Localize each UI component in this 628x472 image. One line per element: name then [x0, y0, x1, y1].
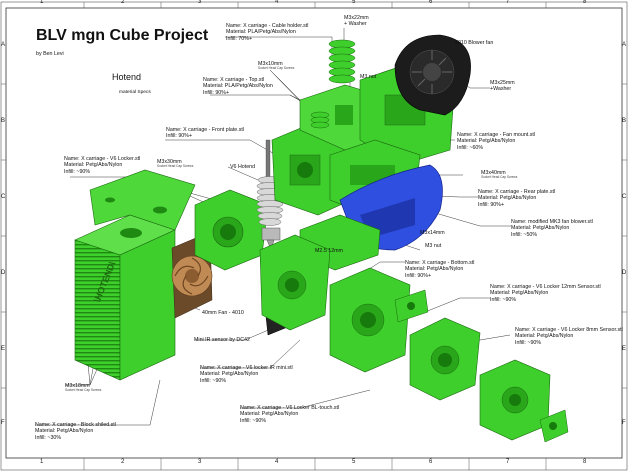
- ruler-bottom-7: 7: [506, 459, 510, 465]
- ruler-top-6: 6: [429, 0, 433, 5]
- label-m3-nut-top: M3 nut: [360, 74, 377, 80]
- label-m3x22: M3x22mm + Washer: [344, 15, 369, 28]
- section-title: Hotend: [112, 72, 142, 82]
- ruler-right-E: E: [622, 346, 627, 352]
- label-top: Name: X carriage - Top.stl Material: PLA/…: [203, 77, 273, 96]
- label-blower-fan: 5010 Blower fan: [455, 40, 494, 46]
- label-m3x40: M3x40mm Socket Head Cap Screws: [481, 170, 518, 180]
- ruler-left-C: C: [1, 194, 6, 200]
- ruler-right-F: F: [622, 420, 626, 426]
- ruler-bottom-6: 6: [429, 459, 433, 465]
- label-v6-hotend: V6 Hotend: [230, 164, 256, 170]
- label-cable-holder: Name: X carriage - Cable holder.stl Mater…: [226, 23, 309, 42]
- label-m3-nut-bottom: M3 nut: [425, 243, 442, 249]
- ruler-top-5: 5: [352, 0, 356, 5]
- inner-frame: [5, 7, 623, 459]
- label-fan-4010: 40mm Fan - 4010: [202, 310, 244, 316]
- blower-fan-5010-part: [394, 34, 471, 116]
- ruler-right-C: C: [622, 194, 627, 200]
- spring-upper: [328, 39, 356, 84]
- label-ir-sensor: Mini IR sensor by DC42: [194, 337, 250, 343]
- ruler-left-E: E: [1, 346, 6, 352]
- ruler-right-A: A: [622, 42, 627, 48]
- ruler-top-2: 2: [121, 0, 125, 5]
- page-title: BLV mgn Cube Project: [36, 27, 209, 44]
- label-m3x25: M3x25mm +Washer: [490, 80, 515, 93]
- ruler-top-4: 4: [275, 0, 279, 5]
- ruler-top-3: 3: [198, 0, 202, 5]
- label-m3x30: M3x30mm Socket Head Cap Screws: [157, 159, 194, 169]
- ruler-bottom-3: 3: [198, 459, 202, 465]
- v6-locker-ir-mini-part: [259, 234, 331, 331]
- ruler-top-8: 8: [583, 0, 587, 5]
- label-block-shield: Name: X carriage - Block shiled.stl Mater…: [35, 422, 116, 441]
- ruler-bottom-2: 2: [121, 459, 125, 465]
- ruler-bottom-5: 5: [352, 459, 356, 465]
- label-fan-mount: Name: X carriage - Fan mount.stl Material…: [457, 132, 536, 151]
- ruler-bottom-8: 8: [583, 459, 587, 465]
- v6-locker-bltouch-part: [329, 267, 429, 373]
- label-v6-locker: Name: X carriage - V6 Locker.stl Material…: [64, 156, 141, 175]
- v6-locker-8mm-part: [479, 359, 569, 443]
- author: by Ben Levi: [36, 51, 64, 57]
- section-subtitle: material Specs: [119, 90, 151, 95]
- label-mk3-blower: Name: modified MK3 fan blower.stl Materia…: [511, 219, 593, 238]
- label-bottom: Name: X carriage - Bottom.stl Material: P…: [405, 260, 475, 279]
- ruler-right-B: B: [622, 118, 627, 124]
- label-m3x18: M3x18mm Socket Head Cap Screws: [65, 383, 102, 393]
- v6-locker-12mm-part: [409, 317, 481, 401]
- v6-locker-part: [194, 189, 269, 271]
- ruler-left-B: B: [1, 118, 6, 124]
- label-rear-plate: Name: X carriage - Rear plate.stl Materia…: [478, 189, 556, 208]
- ruler-left-A: A: [1, 42, 6, 48]
- label-bltouch: Name: X carriage - V6 Locker BL-touch.st…: [240, 405, 340, 424]
- block-shield-part: [74, 169, 196, 381]
- label-sensor-12mm: Name: X carriage - V6 Locker 12mm Sensor…: [490, 284, 601, 303]
- label-front-plate: Name: X carriage - Front plate.stl Infill…: [166, 127, 245, 140]
- ruler-bottom-4: 4: [275, 459, 279, 465]
- ruler-left-D: D: [1, 270, 6, 276]
- label-m3x10: M3x10mm Socket Head Cap Screws: [258, 61, 295, 71]
- ruler-top-1: 1: [40, 0, 44, 5]
- ruler-top-7: 7: [506, 0, 510, 5]
- label-ir-mini: Name: X carriage - V6 locker IR mini.stl…: [200, 365, 293, 384]
- ruler-right-D: D: [622, 270, 627, 276]
- v6-hotend-part: [256, 139, 284, 251]
- ruler-bottom-1: 1: [40, 459, 44, 465]
- label-m25-12mm: M2.5 12mm: [315, 248, 343, 254]
- spring-lower: [310, 111, 330, 129]
- label-m3x14: M3x14mm: [420, 230, 445, 236]
- ruler-left-F: F: [1, 420, 5, 426]
- label-sensor-8mm: Name: X carriage - V6 Locker 8mm Sensor.…: [515, 327, 623, 346]
